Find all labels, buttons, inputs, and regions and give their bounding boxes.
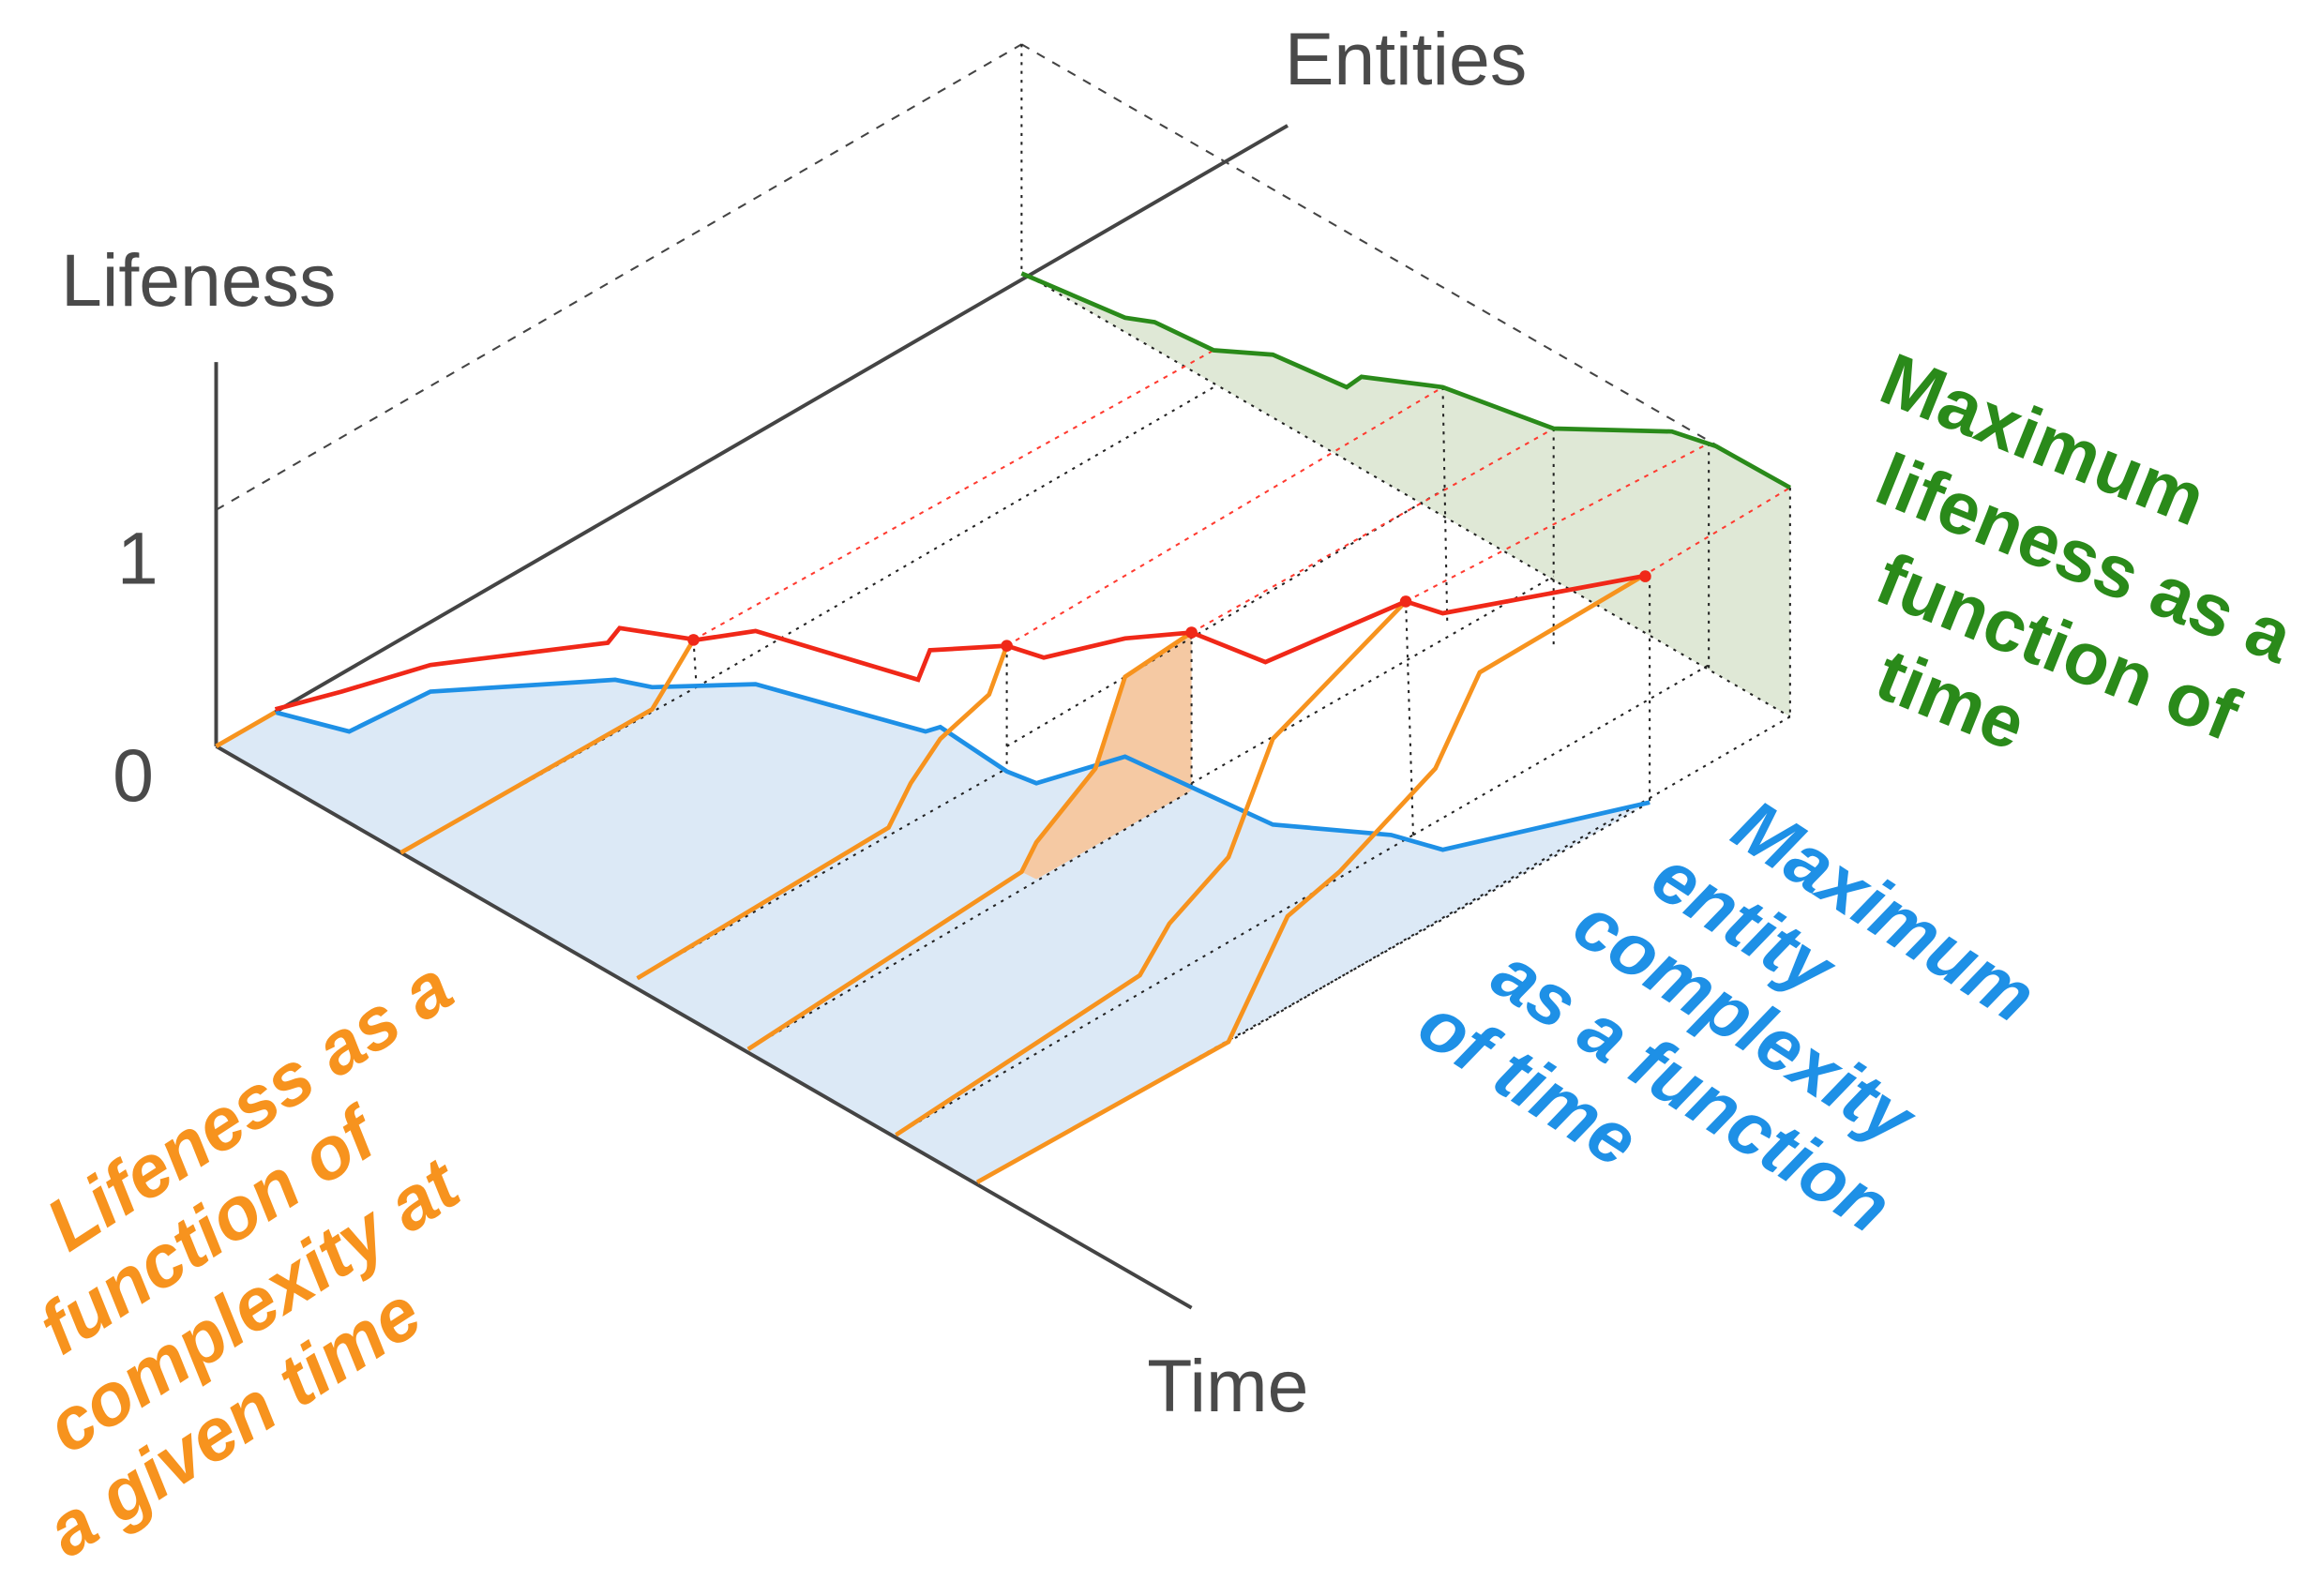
green-area <box>1021 273 1790 717</box>
red-points <box>687 570 1651 652</box>
orange-area <box>1021 632 1192 880</box>
tick-label: 0 <box>113 734 154 817</box>
axis-label: Lifeness <box>61 239 336 322</box>
frame <box>215 43 1791 511</box>
axis-label: Entities <box>1285 18 1527 100</box>
axes <box>214 124 1289 1310</box>
tick-label: 1 <box>117 517 158 599</box>
green-line <box>1020 271 1791 490</box>
orange-lines <box>215 574 1644 1184</box>
red-line <box>274 574 1643 712</box>
red-guides <box>693 349 1791 647</box>
green-annotation: Maximum lifeness as a function of time <box>1865 338 2305 766</box>
axis-label: Time <box>1147 1345 1308 1427</box>
blue-line <box>274 677 1650 852</box>
orange-annotation: Lifeness as a function of complexity at … <box>24 944 475 1573</box>
